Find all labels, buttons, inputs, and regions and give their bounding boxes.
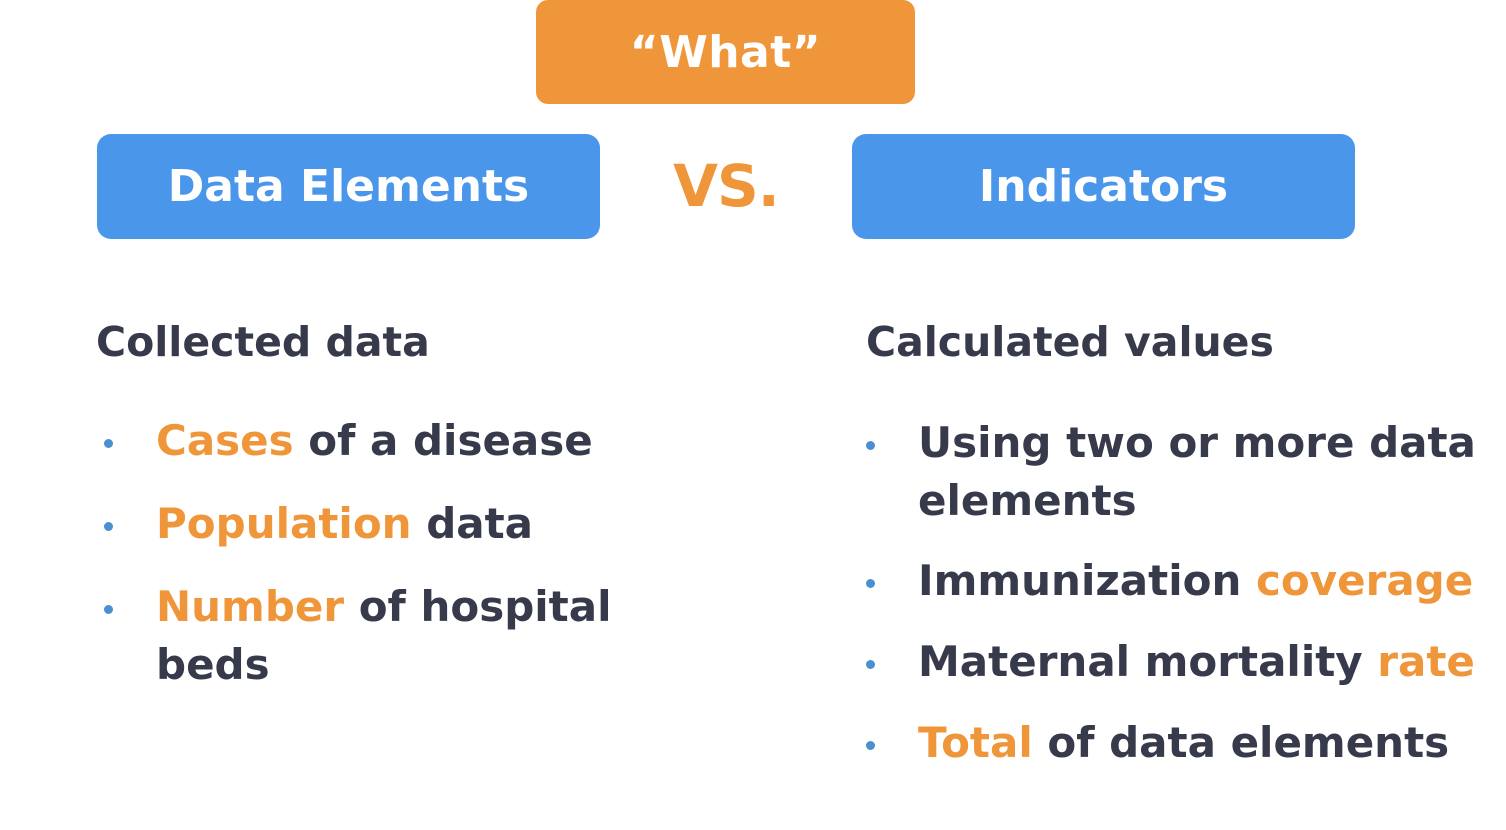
item-text: of a disease [293,416,593,465]
highlight-text: Population [156,499,412,548]
bullet-dot-icon [866,660,875,669]
indicators-header-box: Indicators [852,134,1355,239]
list-item: Population data [96,495,716,553]
bullet-dot-icon [866,441,875,450]
data-elements-header-label: Data Elements [167,161,530,212]
indicators-header-label: Indicators [978,161,1229,212]
indicators-list: Using two or more data elements Immuniza… [858,414,1506,795]
item-text: Maternal mortality [918,637,1378,686]
highlight-text: rate [1377,637,1475,686]
item-text: data [411,499,534,548]
highlight-text: Number [156,582,345,631]
calculated-values-heading: Calculated values [866,318,1274,366]
bullet-dot-icon [866,579,875,588]
list-item: Total of data elements [858,714,1506,772]
item-text: of data elements [1032,718,1450,767]
list-item: Number of hospital beds [96,578,716,694]
list-item: Cases of a disease [96,412,716,470]
vs-label: VS. [673,152,780,220]
highlight-text: coverage [1256,556,1474,605]
list-item: Immunization coverage [858,552,1506,610]
item-text: of hospital beds [156,582,612,689]
data-elements-header-box: Data Elements [97,134,600,239]
data-elements-list: Cases of a disease Population data Numbe… [96,412,716,719]
bullet-dot-icon [104,439,113,448]
item-text: Immunization [918,556,1256,605]
bullet-dot-icon [866,741,875,750]
highlight-text: Total [918,718,1033,767]
list-item: Using two or more data elements [858,414,1506,530]
collected-data-heading: Collected data [96,318,430,366]
what-label-box: “What” [536,0,915,104]
item-text: Using two or more data elements [918,418,1476,525]
bullet-dot-icon [104,605,113,614]
list-item: Maternal mortality rate [858,633,1506,691]
highlight-text: Cases [156,416,294,465]
bullet-dot-icon [104,522,113,531]
what-label: “What” [629,26,822,78]
